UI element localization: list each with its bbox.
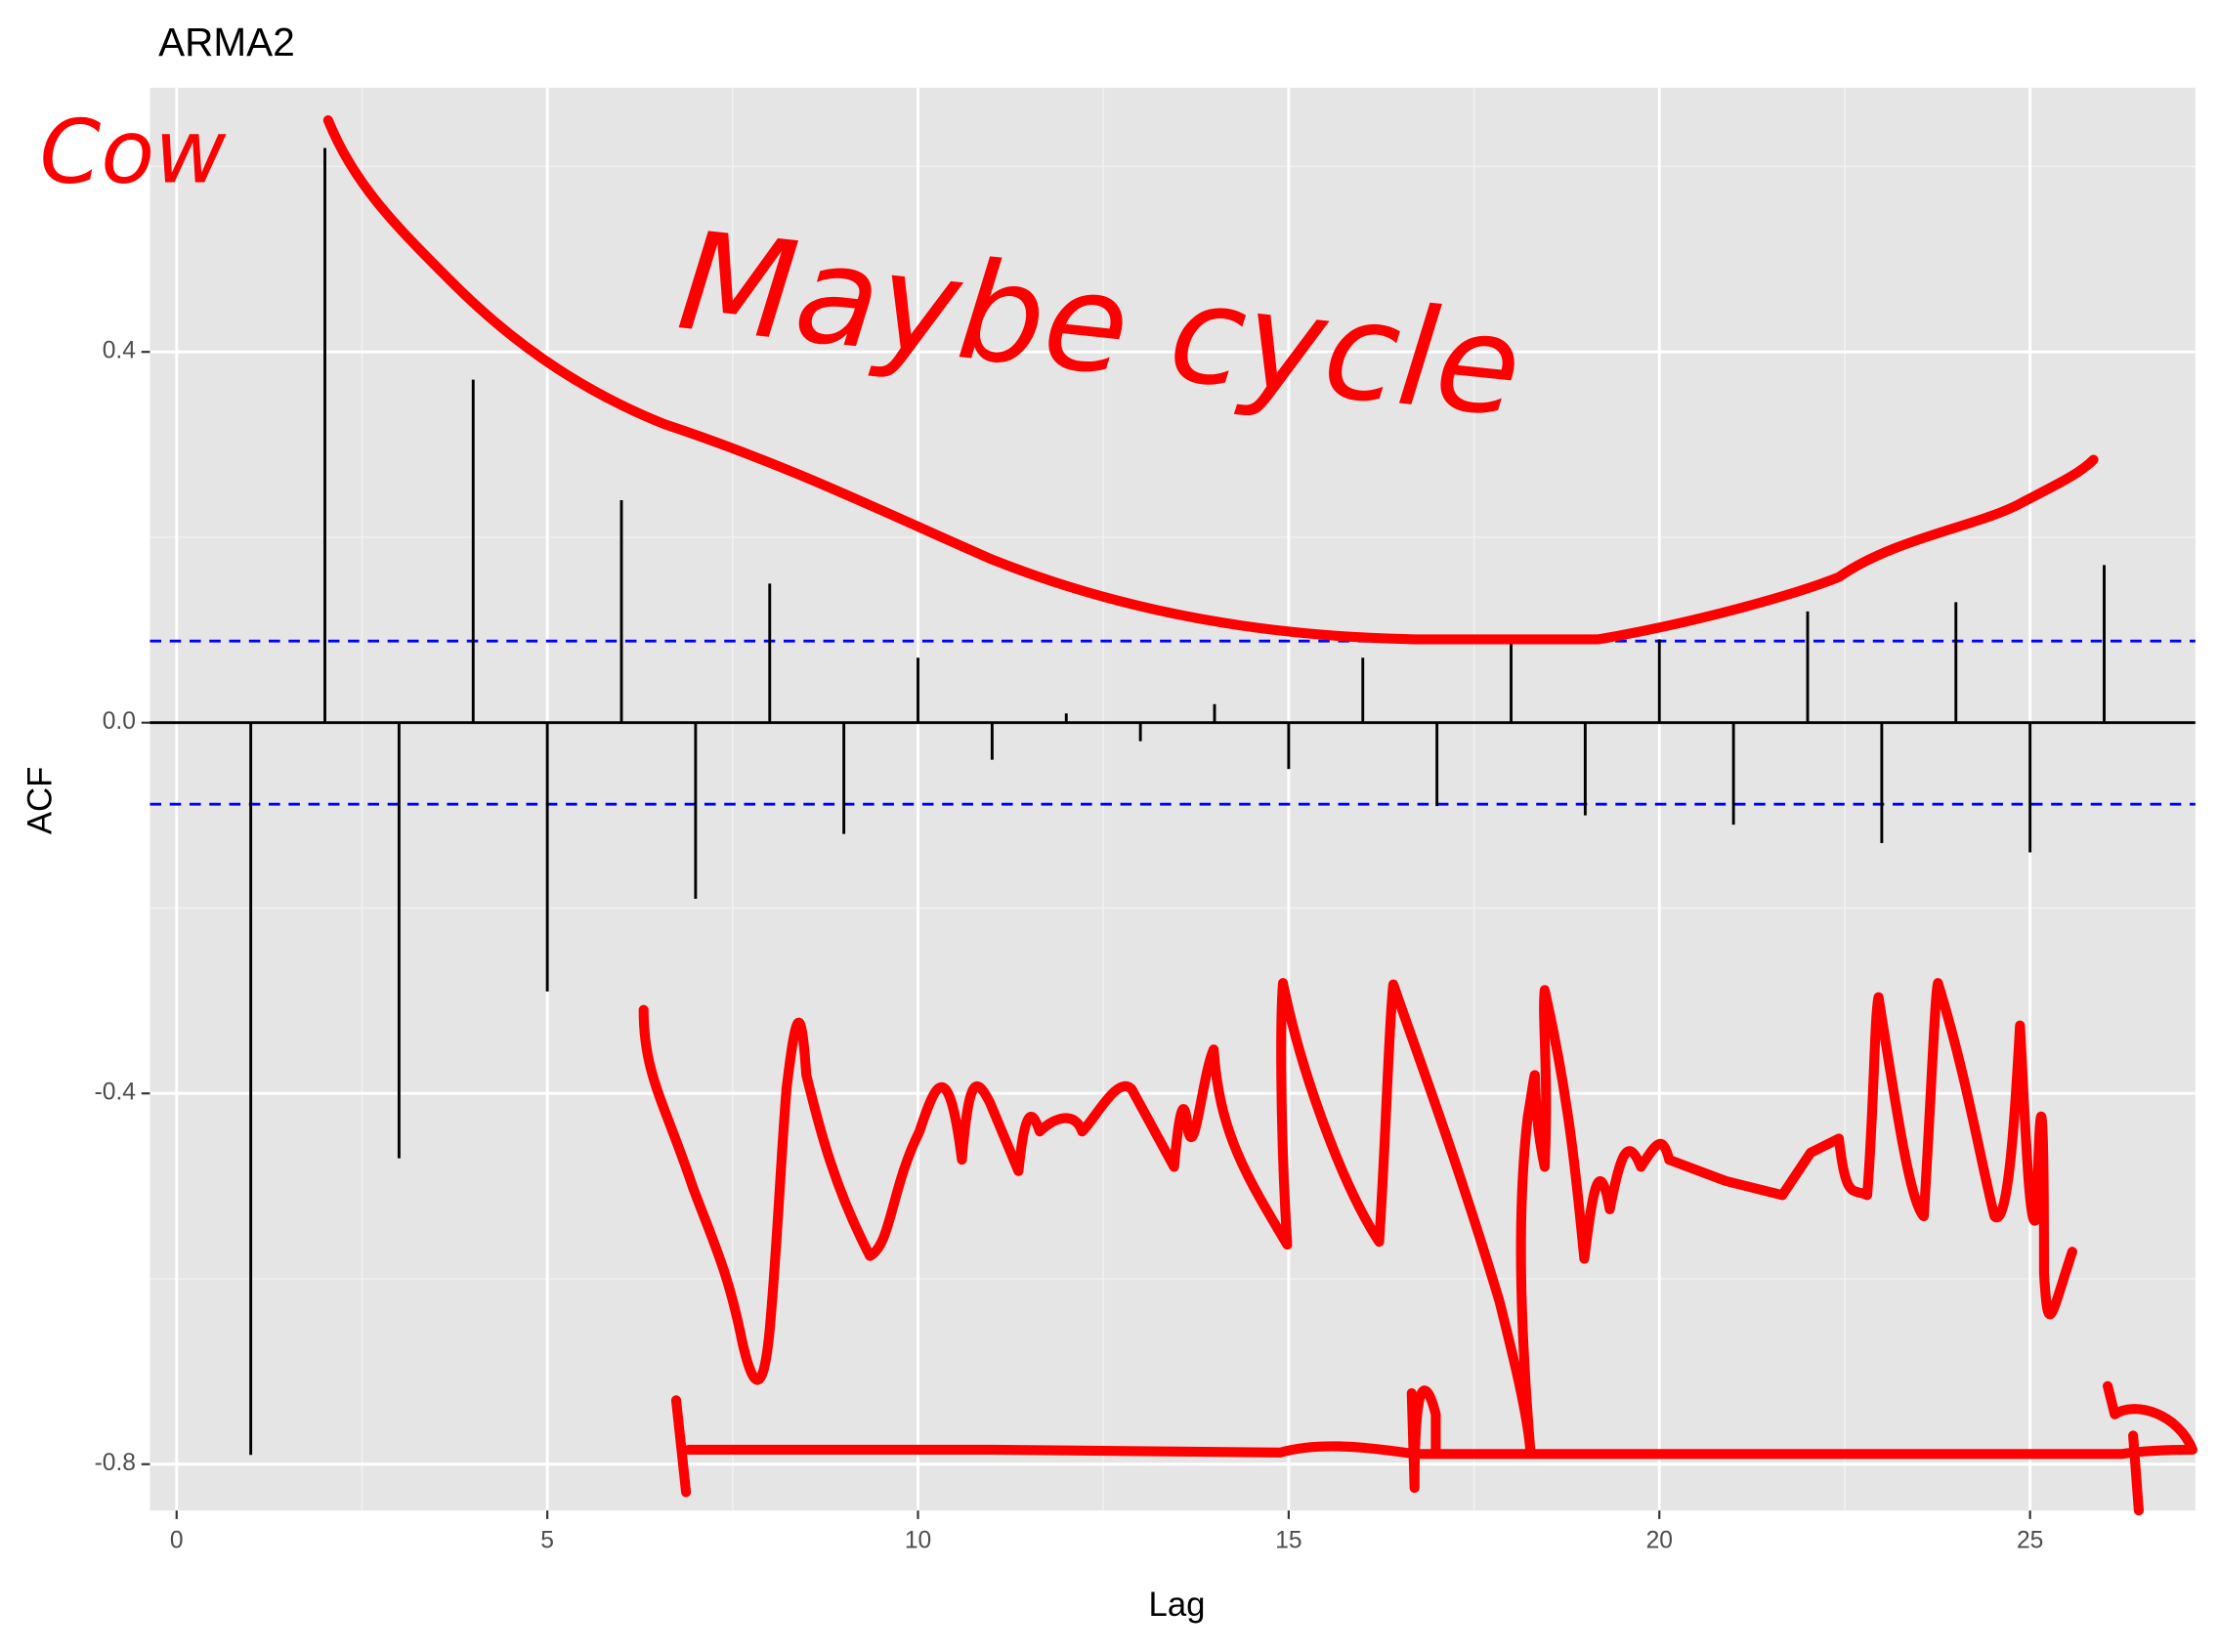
x-tick-label: 20: [1646, 1528, 1673, 1554]
x-tick-label: 5: [540, 1528, 554, 1554]
scribble-arc: [322, 115, 2099, 645]
x-tick-label: 15: [1275, 1528, 1301, 1554]
x-tick-label: 10: [905, 1528, 931, 1554]
x-tick-label: 0: [170, 1528, 184, 1554]
annotation: Cow: [40, 103, 228, 204]
plot-panel: [149, 87, 2196, 1511]
x-tick-label: 25: [2017, 1528, 2043, 1554]
y-tick-label: -0.8: [95, 1450, 136, 1476]
y-tick-label: 0.4: [103, 338, 136, 364]
chart-title: ARMA2: [158, 20, 295, 64]
x-axis-title: Lag: [1149, 1587, 1206, 1624]
scribble-zigzag: [638, 978, 2077, 1458]
y-tick-label: -0.4: [95, 1080, 136, 1106]
y-axis-title: ACF: [22, 767, 60, 834]
y-tick-label: 0.0: [103, 708, 136, 735]
marks: [149, 148, 2196, 1456]
scribble-bracket: [670, 1380, 2198, 1516]
